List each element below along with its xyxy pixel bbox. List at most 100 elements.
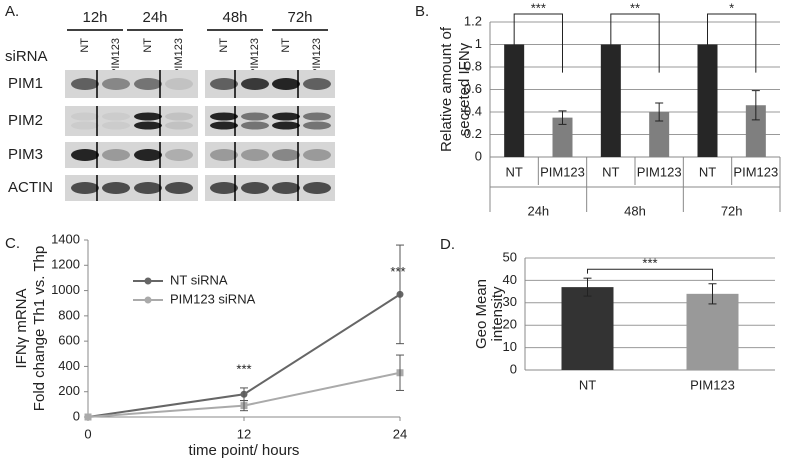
- significance: ***: [642, 256, 657, 271]
- y-tick-label: 50: [503, 249, 517, 264]
- y-tick-label: 1.2: [464, 13, 482, 28]
- y-axis-label: intensity: [489, 286, 506, 342]
- band: [71, 121, 99, 130]
- band: [102, 121, 130, 130]
- protein-label: ACTIN: [8, 179, 53, 196]
- x-tick-label: NT: [699, 164, 716, 179]
- group-label: 72h: [721, 203, 743, 218]
- band: [210, 112, 238, 121]
- band: [165, 78, 193, 90]
- band: [102, 149, 130, 161]
- y-tick-label: 0: [510, 361, 517, 376]
- significance-bracket: [610, 13, 660, 73]
- panel-label: C.: [5, 235, 20, 252]
- band: [134, 121, 162, 130]
- significance: ***: [531, 0, 546, 15]
- y-tick-label: 0.4: [464, 103, 482, 118]
- y-tick-label: 10: [503, 339, 517, 354]
- y-tick-label: 1: [475, 36, 482, 51]
- bar: [561, 287, 614, 370]
- lane-label: PIM123: [311, 38, 323, 76]
- y-tick-label: 1400: [51, 231, 80, 246]
- band: [71, 112, 99, 121]
- bar: [745, 105, 766, 157]
- band: [102, 78, 130, 90]
- lane-label: NT: [218, 38, 230, 53]
- band: [210, 121, 238, 130]
- legend-label: PIM123 siRNA: [170, 291, 256, 306]
- x-tick-label: NT: [505, 164, 522, 179]
- band: [272, 182, 300, 194]
- y-tick-label: 40: [503, 272, 517, 287]
- y-tick-label: 0: [73, 408, 80, 423]
- y-tick-label: 0.8: [464, 58, 482, 73]
- band: [241, 149, 269, 161]
- band: [71, 149, 99, 161]
- marker: [84, 413, 92, 421]
- lane-label: NT: [79, 38, 91, 53]
- band: [71, 78, 99, 90]
- time-point: 24h: [142, 9, 167, 26]
- significance-bracket: [587, 268, 713, 281]
- legend-label: NT siRNA: [170, 272, 228, 287]
- band: [272, 112, 300, 121]
- x-tick-label: NT: [602, 164, 619, 179]
- y-tick-label: 0.2: [464, 126, 482, 141]
- protein-label: PIM1: [8, 75, 43, 92]
- band: [303, 149, 331, 161]
- x-tick-label: PIM123: [690, 377, 735, 392]
- protein-label: PIM3: [8, 146, 43, 163]
- significance: *: [729, 0, 734, 15]
- band: [134, 78, 162, 90]
- band: [102, 182, 130, 194]
- y-tick-label: 600: [58, 333, 80, 348]
- blot-strip: [205, 106, 335, 136]
- bar: [600, 44, 621, 157]
- group-label: 24h: [527, 203, 549, 218]
- band: [303, 121, 331, 130]
- panel-label: A.: [5, 3, 19, 20]
- y-tick-label: 20: [503, 317, 517, 332]
- x-axis-label: time point/ hours: [189, 442, 300, 459]
- y-tick-label: 400: [58, 358, 80, 373]
- y-axis-label: IFNγ mRNA: [13, 289, 30, 369]
- x-tick-label: NT: [579, 377, 596, 392]
- y-axis-label: Fold change Th1 vs. Thp: [31, 246, 48, 411]
- significance: **: [630, 0, 640, 15]
- y-axis-label: Relative amount of: [438, 26, 455, 152]
- time-point: 48h: [222, 9, 247, 26]
- band: [272, 121, 300, 130]
- y-tick-label: 1200: [51, 257, 80, 272]
- legend-marker: [144, 296, 152, 304]
- band: [165, 149, 193, 161]
- significance: ***: [236, 361, 251, 376]
- band: [303, 182, 331, 194]
- band: [210, 149, 238, 161]
- band: [241, 121, 269, 130]
- band: [303, 78, 331, 90]
- band: [165, 112, 193, 121]
- bar: [697, 44, 718, 157]
- band: [303, 112, 331, 121]
- band: [134, 112, 162, 121]
- band: [241, 182, 269, 194]
- legend-marker: [144, 277, 152, 285]
- band: [272, 149, 300, 161]
- band: [134, 149, 162, 161]
- band: [165, 121, 193, 130]
- band: [71, 182, 99, 194]
- significance: ***: [390, 264, 405, 279]
- x-tick-label: 0: [84, 426, 91, 441]
- y-tick-label: 0.6: [464, 81, 482, 96]
- x-tick-label: PIM123: [637, 164, 682, 179]
- y-tick-label: 0: [475, 148, 482, 163]
- bar: [552, 117, 573, 157]
- band: [210, 182, 238, 194]
- significance-bracket: [513, 13, 563, 73]
- band: [272, 78, 300, 90]
- panel-label: B.: [415, 3, 429, 20]
- time-point: 72h: [287, 9, 312, 26]
- y-axis-label: secreted IFNγ: [456, 42, 473, 136]
- lane-label: PIM123: [249, 38, 261, 76]
- lane-label: NT: [142, 38, 154, 53]
